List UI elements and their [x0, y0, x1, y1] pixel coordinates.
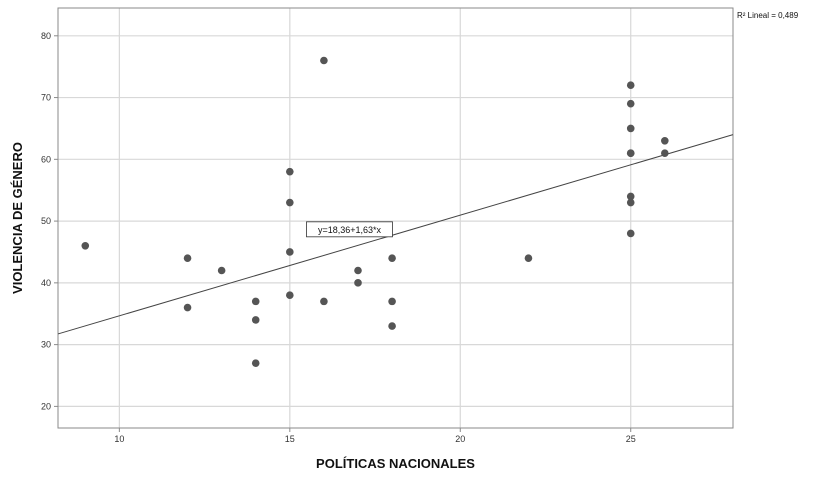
x-tick-label: 10 [114, 434, 124, 444]
data-point [388, 322, 396, 330]
data-point [661, 149, 669, 157]
x-axis-title: POLÍTICAS NACIONALES [316, 456, 475, 471]
data-point [626, 81, 635, 90]
equation-annotation: y=18,36+1,63*x [306, 221, 393, 238]
data-point [320, 56, 328, 65]
data-point [286, 248, 294, 256]
data-points [81, 56, 669, 367]
y-tick-label: 20 [41, 401, 51, 411]
data-point [81, 241, 90, 250]
axis-ticks: 10 15 20 25 20 30 40 50 60 70 80 [41, 31, 636, 444]
y-tick-label: 70 [41, 93, 51, 103]
x-tick-label: 20 [455, 434, 465, 444]
data-point [388, 254, 396, 262]
r-squared-label: R² Lineal = 0,489 [737, 11, 799, 20]
data-point [183, 254, 192, 262]
data-point [217, 266, 226, 275]
data-point [626, 229, 635, 238]
equation-box [306, 221, 393, 238]
grid-lines [58, 8, 733, 428]
data-point [626, 192, 635, 201]
data-point [626, 149, 635, 157]
plot-area-frame [57, 7, 734, 429]
regression-line [57, 134, 734, 335]
x-tick-label: 25 [626, 434, 636, 444]
data-point [286, 198, 294, 207]
data-point [524, 254, 533, 262]
data-point [320, 297, 328, 306]
y-tick-label: 50 [41, 216, 51, 226]
data-point [251, 359, 260, 367]
data-point [183, 303, 192, 312]
data-point [626, 99, 635, 108]
data-point [661, 136, 669, 145]
data-point [251, 297, 260, 306]
x-tick-label: 15 [285, 434, 295, 444]
data-point [354, 279, 362, 287]
y-tick-label: 30 [41, 340, 51, 350]
data-point [286, 291, 294, 300]
equation-label: y=18,36+1,63*x [318, 225, 382, 235]
data-point [626, 124, 635, 133]
data-point [626, 198, 635, 207]
y-tick-label: 60 [41, 154, 51, 164]
data-point [354, 266, 362, 275]
y-axis-title: VIOLENCIA DE GÉNERO [10, 142, 25, 294]
y-tick-label: 40 [41, 278, 51, 288]
y-tick-label: 80 [41, 31, 51, 41]
data-point [251, 316, 260, 324]
data-point [388, 297, 396, 306]
data-point [286, 167, 294, 176]
